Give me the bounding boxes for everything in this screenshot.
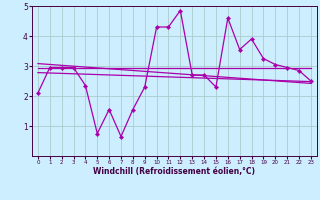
- X-axis label: Windchill (Refroidissement éolien,°C): Windchill (Refroidissement éolien,°C): [93, 167, 255, 176]
